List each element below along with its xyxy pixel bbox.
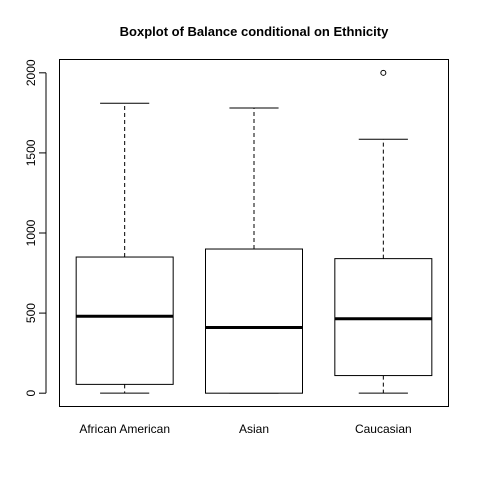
y-tick-label: 1500 [24, 139, 38, 166]
y-tick-label: 0 [24, 390, 38, 397]
iqr-box [205, 248, 303, 394]
box-1 [75, 102, 174, 394]
category-label: Caucasian [355, 422, 412, 436]
outlier-point [380, 69, 387, 76]
y-tick-label: 2000 [24, 59, 38, 86]
y-axis: 0 500 1000 1500 2000 [24, 59, 47, 397]
box-2 [205, 107, 303, 394]
category-label: African American [79, 422, 170, 436]
iqr-box [334, 258, 433, 377]
boxes-group [75, 69, 433, 394]
chart-title: Boxplot of Balance conditional on Ethnic… [120, 24, 389, 39]
box-3 [334, 69, 433, 394]
plot-frame [59, 59, 449, 407]
iqr-box [75, 256, 174, 385]
y-tick-label: 1000 [24, 219, 38, 246]
category-label: Asian [239, 422, 269, 436]
y-tick-label: 500 [24, 303, 38, 323]
x-axis-labels: African American Asian Caucasian [79, 422, 411, 436]
